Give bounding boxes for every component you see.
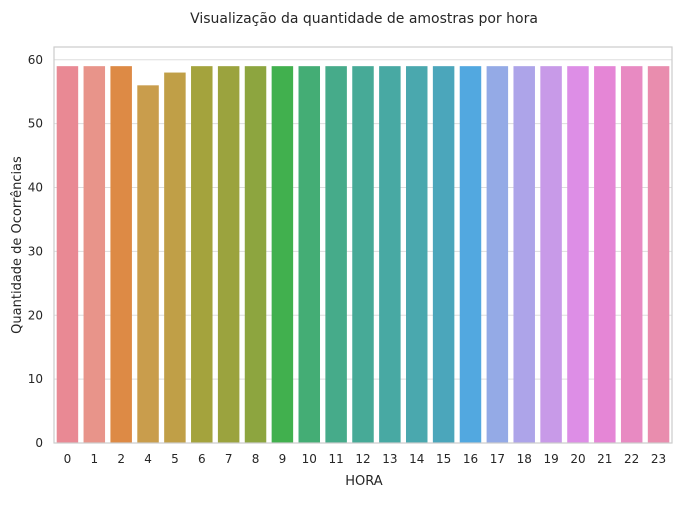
y-tick-label: 10	[28, 372, 43, 386]
y-tick-label: 60	[28, 53, 43, 67]
x-tick-label: 16	[463, 452, 478, 466]
bar-hour-14	[405, 66, 428, 444]
x-tick-label: 14	[409, 452, 424, 466]
x-tick-label: 5	[171, 452, 179, 466]
bar-hour-15	[432, 66, 455, 444]
y-axis-label: Quantidade de Ocorrências	[10, 156, 25, 334]
x-tick-label: 7	[225, 452, 233, 466]
bar-hour-13	[379, 66, 401, 444]
bar-hour-5	[164, 72, 186, 443]
x-tick-label: 22	[624, 452, 639, 466]
x-tick-label: 9	[279, 452, 287, 466]
bar-hour-11	[325, 66, 347, 444]
bars	[56, 66, 670, 444]
x-tick-label: 15	[436, 452, 451, 466]
y-tick-label: 40	[28, 181, 43, 195]
y-tick-labels: 0 10 20 30 40 50 60	[28, 53, 43, 450]
x-tick-label: 17	[490, 452, 505, 466]
x-tick-label: 11	[328, 452, 343, 466]
y-tick-label: 0	[35, 436, 43, 450]
bar-hour-0	[56, 66, 79, 444]
bar-hour-4	[137, 85, 159, 444]
bar-hour-22	[620, 66, 643, 444]
x-tick-label: 19	[543, 452, 558, 466]
x-axis-label: HORA	[345, 474, 383, 489]
bar-hour-12	[352, 66, 374, 444]
bar-hour-17	[486, 66, 509, 444]
bar-hour-21	[594, 66, 616, 444]
bar-hour-8	[244, 66, 267, 444]
bar-hour-7	[217, 66, 240, 444]
x-tick-label: 13	[382, 452, 397, 466]
x-tick-label: 20	[570, 452, 585, 466]
plot-frame	[53, 46, 673, 444]
bar-hour-18	[513, 66, 535, 444]
bar-hour-23	[647, 66, 670, 444]
bar-hour-6	[191, 66, 213, 444]
x-tick-label: 10	[302, 452, 317, 466]
x-tick-label: 2	[117, 452, 125, 466]
x-tick-label: 23	[651, 452, 666, 466]
x-tick-label: 0	[64, 452, 72, 466]
bar-hour-9	[271, 66, 294, 444]
x-tick-label: 12	[355, 452, 370, 466]
y-tick-label: 30	[28, 244, 43, 258]
x-tick-label: 18	[517, 452, 532, 466]
x-tick-labels: 0 1 2 4 5 6 7 8 9 10 11 12 13 14 15 16 17 18 19 20 21 22 23	[64, 452, 667, 466]
bar-hour-16	[459, 66, 482, 444]
chart-title: Visualização da quantidade de amostras p…	[190, 11, 538, 27]
x-tick-label: 6	[198, 452, 206, 466]
y-tick-label: 20	[28, 308, 43, 322]
bar-hour-20	[567, 66, 589, 444]
bar-hour-2	[110, 66, 132, 444]
x-tick-label: 4	[144, 452, 152, 466]
x-tick-label: 21	[597, 452, 612, 466]
bar-hour-1	[83, 66, 106, 444]
bar-hour-19	[540, 66, 562, 444]
bar-hour-10	[298, 66, 321, 444]
x-tick-label: 1	[90, 452, 98, 466]
x-tick-label: 8	[252, 452, 260, 466]
y-tick-label: 50	[28, 117, 43, 131]
